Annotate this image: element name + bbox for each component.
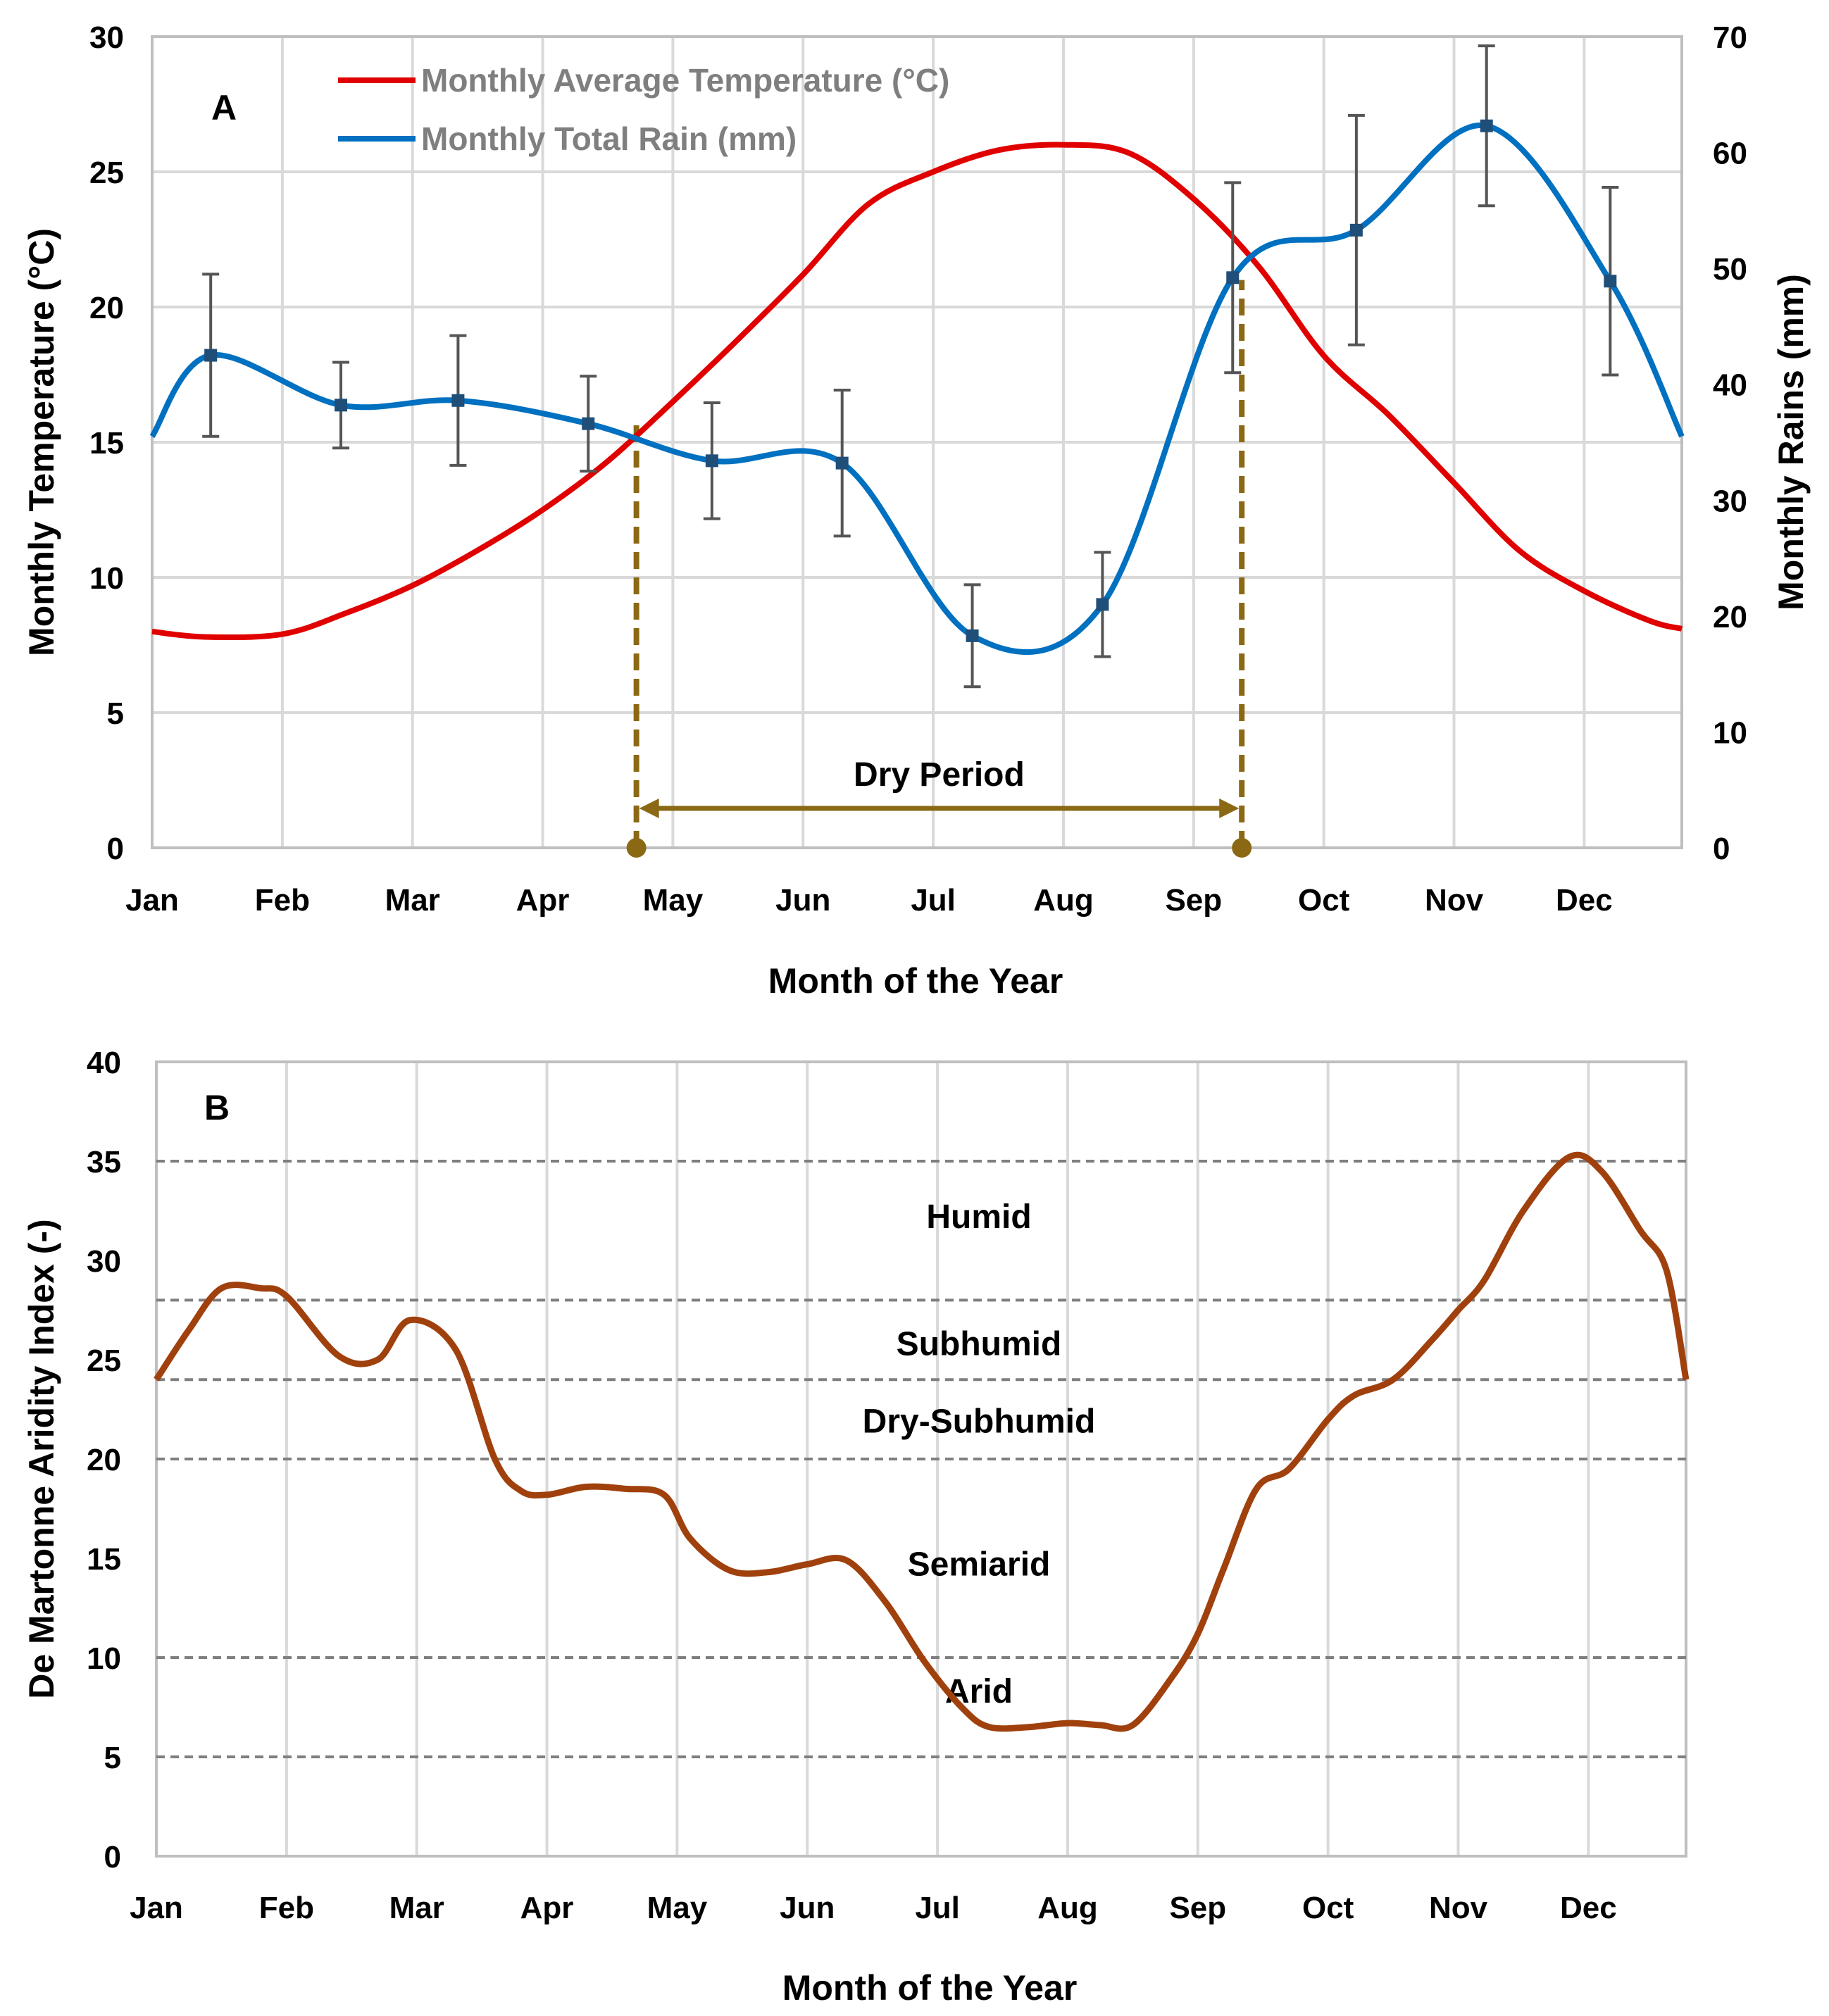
panel-b-x-axis-title: Month of the Year xyxy=(782,1968,1078,2008)
panel-b-y-tick-label: 0 xyxy=(104,1840,121,1874)
rain-point-marker xyxy=(835,456,849,470)
dry-period-label: Dry Period xyxy=(854,756,1025,794)
panel-a-y-tick-label: 5 xyxy=(107,696,124,731)
dry-period-annotation: Dry Period xyxy=(626,280,1252,858)
panel-b-x-tick-label: Oct xyxy=(1302,1891,1354,1925)
panel-a-x-tick-label: Oct xyxy=(1298,883,1350,918)
aridity-index-line xyxy=(154,1151,1690,1732)
panel-a: 0 5 10 15 20 25 30 0 10 20 30 40 50 60 70 Jan Feb Mar Ap… xyxy=(22,20,1811,1001)
panel-b-y-tick-label: 20 xyxy=(87,1443,121,1477)
dry-period-end-marker xyxy=(1232,838,1252,858)
panel-b-x-tick-label: May xyxy=(647,1891,708,1925)
panel-a-x-tick-label: Aug xyxy=(1033,883,1094,918)
panel-b-y-tick-label: 5 xyxy=(104,1741,121,1775)
panel-b-label: B xyxy=(204,1088,230,1127)
panel-a-x-axis-ticks: Jan Feb Mar Apr May Jun Jul Aug Sep Oct Nov Dec xyxy=(125,883,1613,918)
panel-a-x-tick-label: Dec xyxy=(1556,883,1613,918)
rain-point-marker xyxy=(1096,598,1109,611)
panel-a-series xyxy=(149,44,1685,689)
rain-point-marker xyxy=(1226,271,1240,284)
rain-line xyxy=(149,122,1685,656)
panel-a-x-axis-title: Month of the Year xyxy=(768,961,1063,1001)
panel-b-series xyxy=(154,1151,1690,1732)
panel-b-x-tick-label: Apr xyxy=(520,1891,574,1925)
panel-a-y-tick-label: 20 xyxy=(89,291,124,325)
dry-period-arrow-right-head xyxy=(1219,799,1240,818)
panel-a-y2-tick-label: 50 xyxy=(1713,252,1747,287)
rain-point-marker xyxy=(966,629,979,642)
panel-b-x-tick-label: Dec xyxy=(1560,1891,1617,1925)
panel-b-y-tick-label: 15 xyxy=(87,1542,121,1577)
panel-b-y-tick-label: 25 xyxy=(87,1344,121,1378)
panel-b-y-axis-title: De Martonne Aridity Index (-) xyxy=(22,1219,61,1699)
panel-a-y2-tick-label: 0 xyxy=(1713,832,1730,866)
rain-point-marker xyxy=(451,394,465,407)
rain-point-marker xyxy=(582,417,595,430)
panel-a-label: A xyxy=(211,88,237,127)
panel-b-x-tick-label: Aug xyxy=(1037,1891,1098,1925)
panel-a-y2-tick-label: 20 xyxy=(1713,600,1747,634)
rain-point-marker xyxy=(705,454,718,468)
panel-a-x-tick-label: Jun xyxy=(775,883,830,918)
panel-a-y2-tick-label: 10 xyxy=(1713,715,1747,750)
panel-b-x-axis-ticks: Jan Feb Mar Apr May Jun Jul Aug Sep Oct Nov Dec xyxy=(130,1891,1617,1925)
panel-b-y-axis-ticks: 0 5 10 15 20 25 30 35 40 xyxy=(87,1046,121,1874)
rain-point-marker xyxy=(1604,275,1617,288)
panel-b-y-tick-label: 30 xyxy=(87,1244,121,1279)
panel-b-grid xyxy=(155,1062,1590,1856)
panel-a-y2-tick-label: 60 xyxy=(1713,137,1747,171)
panel-a-x-tick-label: Jul xyxy=(911,883,956,918)
panel-a-y-tick-label: 15 xyxy=(89,426,124,461)
temperature-line xyxy=(151,142,1683,641)
panel-a-y2-tick-label: 70 xyxy=(1713,20,1747,55)
panel-a-y-tick-label: 10 xyxy=(89,561,124,596)
rain-point-marker xyxy=(335,399,348,412)
panel-a-grid xyxy=(151,35,1682,849)
panel-a-y2-tick-label: 30 xyxy=(1713,484,1747,518)
rain-point-marker xyxy=(204,349,218,362)
panel-a-legend: Monthly Average Temperature (°C) Monthly … xyxy=(338,62,949,157)
dry-period-start-marker xyxy=(626,838,647,858)
panel-a-y-tick-label: 25 xyxy=(89,156,124,190)
panel-b-y-tick-label: 40 xyxy=(87,1046,121,1080)
panel-a-y-tick-label: 30 xyxy=(89,20,124,55)
panel-a-left-axis-ticks: 0 5 10 15 20 25 30 xyxy=(89,20,124,866)
dry-period-arrow-left-head xyxy=(639,799,659,818)
panel-a-y2-axis-title: Monthly Rains (mm) xyxy=(1771,274,1811,611)
rain-point-marker xyxy=(1349,223,1363,237)
panel-a-x-tick-label: Mar xyxy=(385,883,440,918)
panel-b-x-tick-label: Feb xyxy=(259,1891,314,1925)
panel-b-x-tick-label: Jul xyxy=(915,1891,960,1925)
panel-a-right-axis-ticks: 0 10 20 30 40 50 60 70 xyxy=(1713,20,1747,866)
panel-b-x-tick-label: Sep xyxy=(1169,1891,1226,1925)
legend-rain-label: Monthly Total Rain (mm) xyxy=(421,120,797,157)
zone-label: Dry-Subhumid xyxy=(863,1403,1096,1440)
panel-b-x-tick-label: Jun xyxy=(780,1891,835,1925)
panel-b-y-tick-label: 35 xyxy=(87,1145,121,1179)
panel-b-x-tick-label: Mar xyxy=(389,1891,444,1925)
panel-a-x-tick-label: Feb xyxy=(255,883,310,918)
legend-temperature-label: Monthly Average Temperature (°C) xyxy=(421,62,949,99)
panel-a-y-tick-label: 0 xyxy=(107,832,124,866)
panel-a-plot-area xyxy=(151,35,1683,849)
zone-label: Humid xyxy=(926,1198,1031,1236)
panel-a-y2-tick-label: 40 xyxy=(1713,368,1747,403)
zone-label: Subhumid xyxy=(897,1325,1062,1363)
rain-point-marker xyxy=(1480,119,1493,132)
panel-a-y-axis-title: Monthly Temperature (°C) xyxy=(22,228,61,656)
panel-a-x-tick-label: Jan xyxy=(125,883,179,918)
panel-a-x-tick-label: Apr xyxy=(516,883,570,918)
panel-b-x-tick-label: Nov xyxy=(1429,1891,1488,1925)
panel-a-x-tick-label: Sep xyxy=(1165,883,1222,918)
panel-a-x-tick-label: May xyxy=(643,883,704,918)
zone-label: Semiarid xyxy=(908,1546,1051,1583)
panel-b-y-tick-label: 10 xyxy=(87,1641,121,1676)
panel-b-x-tick-label: Jan xyxy=(130,1891,183,1925)
panel-a-x-tick-label: Nov xyxy=(1425,883,1484,918)
